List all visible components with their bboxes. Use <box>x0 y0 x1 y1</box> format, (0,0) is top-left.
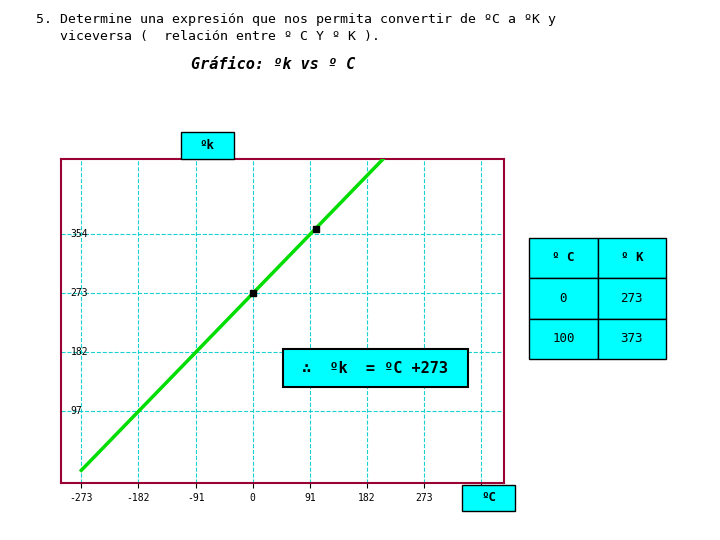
Text: viceversa (  relación entre º C Y º K ).: viceversa ( relación entre º C Y º K ). <box>36 30 380 43</box>
Text: 273: 273 <box>71 288 89 299</box>
Text: º K: º K <box>621 251 643 265</box>
Text: 100: 100 <box>552 332 575 346</box>
FancyBboxPatch shape <box>181 132 234 159</box>
Text: Gráfico: ºk vs º C: Gráfico: ºk vs º C <box>192 57 356 72</box>
Text: 373: 373 <box>621 332 643 346</box>
Text: 354: 354 <box>71 230 89 239</box>
Text: º C: º C <box>552 251 575 265</box>
FancyBboxPatch shape <box>283 349 467 387</box>
Text: ºC: ºC <box>481 491 496 504</box>
Text: ºk: ºk <box>200 139 215 152</box>
Text: ∴  ºk  = ºC +273: ∴ ºk = ºC +273 <box>302 361 449 376</box>
Text: 273: 273 <box>621 292 643 305</box>
Text: 0: 0 <box>559 292 567 305</box>
FancyBboxPatch shape <box>462 485 515 511</box>
Text: 182: 182 <box>71 347 89 357</box>
Text: 5. Determine una expresión que nos permita convertir de ºC a ºK y: 5. Determine una expresión que nos permi… <box>36 14 556 26</box>
Text: 97: 97 <box>71 407 82 416</box>
